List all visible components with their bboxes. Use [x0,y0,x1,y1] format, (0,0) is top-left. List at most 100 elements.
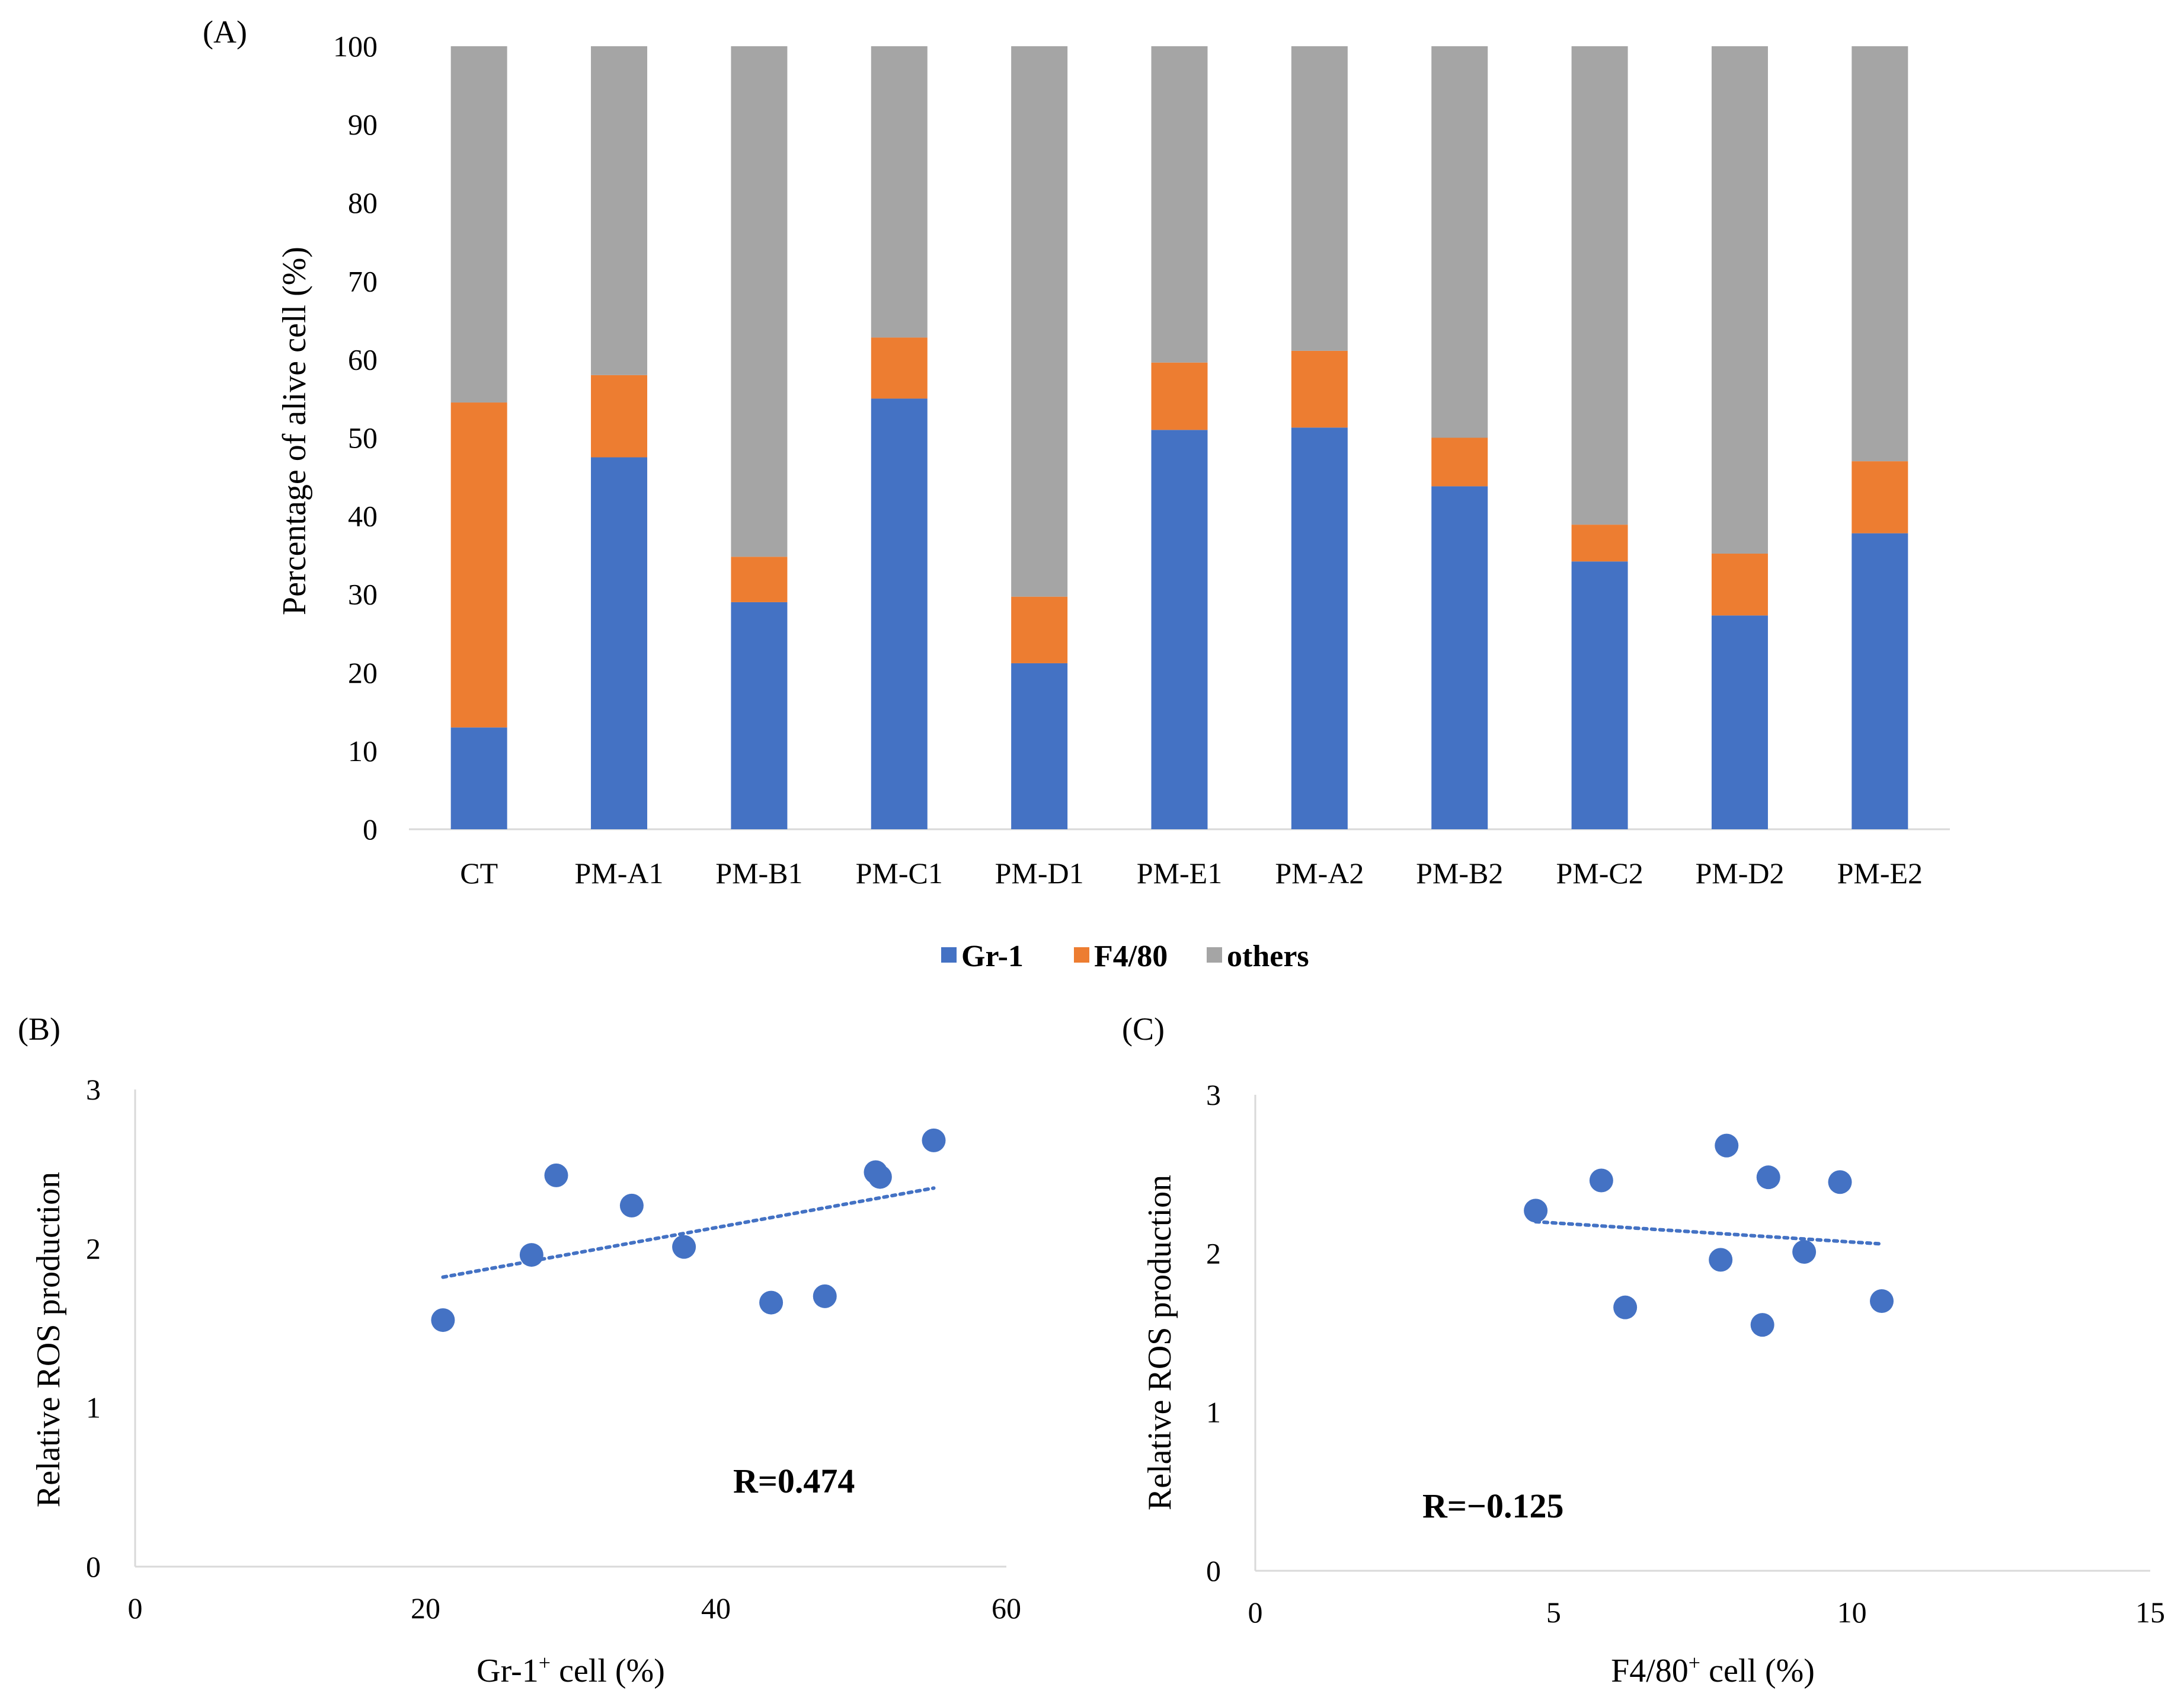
panel-a-y-tick-label: 20 [348,656,378,689]
panel-c-x-label-sup: + [1689,1651,1700,1675]
panel-b-scatter: (B) 0 1 2 3 0 20 40 60 R=0.474 Relative ROS pro… [18,1011,1021,1689]
bar-segment-gr-1-pm-a1 [591,457,648,829]
panel-a-y-tick-label: 80 [348,186,378,219]
bar-segment-f4-80-pm-e2 [1852,461,1908,533]
panel-a-bars [450,46,1908,829]
panel-b-x-tick-label: 60 [992,1592,1021,1625]
panel-b-x-tick-label: 20 [411,1592,440,1625]
bar-segment-f4-80-pm-a2 [1291,350,1348,428]
panel-c-x-tick-label: 5 [1546,1596,1561,1629]
panel-a-category-label: PM-A1 [575,857,664,890]
panel-a-category-label: PM-A2 [1275,857,1364,890]
panel-a-category-labels: CT PM-A1 PM-B1 PM-C1 PM-D1 PM-E1 PM-A2 PM-B2 PM-… [460,857,1923,890]
panel-a-category-label: PM-D2 [1695,857,1784,890]
panel-b-y-tick-label: 2 [86,1232,101,1265]
panel-b-points [431,1128,946,1332]
panel-b-x-axis-title: Gr-1+ cell (%) [477,1651,665,1689]
panel-a-legend: Gr-1 F4/80 others [941,940,1309,973]
panel-a-y-tick-label: 70 [348,264,378,298]
bar-segment-gr-1-pm-b2 [1431,486,1488,829]
panel-b-y-tick-label: 1 [86,1391,101,1424]
panel-a-y-tick-label: 40 [348,500,378,533]
legend-label: F4/80 [1094,940,1168,973]
bar-segment-gr-1-pm-c2 [1571,561,1628,829]
panel-c-y-tick-label: 0 [1206,1554,1221,1587]
panel-c-point [1792,1239,1817,1264]
bar-segment-others-pm-b2 [1431,46,1488,438]
panel-a-y-tick-label: 60 [348,343,378,376]
legend-swatch-others [1207,947,1222,963]
panel-c-y-tick-label: 1 [1206,1395,1221,1429]
panel-a-category-label: PM-B2 [1416,857,1503,890]
bar-segment-gr-1-ct [450,727,507,829]
bar-segment-f4-80-pm-c1 [871,337,928,399]
bar-segment-others-pm-d2 [1711,46,1768,554]
bar-segment-f4-80-pm-a1 [591,375,648,458]
panel-c-r-value: R=−0.125 [1422,1487,1564,1525]
panel-a-bar-chart: (A) 0 10 20 30 40 50 60 70 80 90 100 CT PM-A1 PM-B1 P… [203,14,1950,973]
bar-segment-others-ct [450,46,507,403]
panel-a-label: (A) [203,14,247,50]
panel-c-x-tick-label: 10 [1837,1596,1867,1629]
panel-c-label: (C) [1122,1011,1165,1047]
panel-a-category-label: PM-E2 [1837,857,1923,890]
panel-a-y-axis-title: Percentage of alive cell (%) [276,247,313,615]
panel-b-x-tick-label: 0 [128,1592,143,1625]
panel-c-x-label-rest: cell (%) [1700,1653,1815,1689]
bar-segment-others-pm-d1 [1011,46,1068,597]
legend-swatch-f4-80 [1074,947,1089,963]
bar-segment-f4-80-pm-b1 [731,557,788,602]
panel-b-trendline [441,1186,936,1279]
panel-a-category-label: PM-C1 [856,857,943,890]
panel-b-point [544,1163,568,1187]
panel-b-point [672,1235,696,1259]
bar-segment-others-pm-a1 [591,46,648,375]
panel-b-point [813,1284,837,1308]
bar-segment-f4-80-pm-c2 [1571,525,1628,562]
panel-c-x-axis-title: F4/80+ cell (%) [1611,1651,1815,1689]
panel-a-category-label: PM-B1 [715,857,802,890]
bar-segment-others-pm-a2 [1291,46,1348,351]
bar-segment-others-pm-b1 [731,46,788,557]
panel-c-scatter: (C) 0 1 2 3 0 5 10 15 R=−0.125 Relative ROS pro… [1122,1011,2165,1689]
panel-a-y-ticks: 0 10 20 30 40 50 60 70 80 90 100 [333,30,378,846]
panel-b-point [759,1290,784,1315]
bar-segment-f4-80-ct [450,402,507,728]
panel-c-y-axis-title: Relative ROS production [1141,1175,1178,1510]
panel-c-point [1828,1170,1852,1194]
bar-segment-others-pm-c2 [1571,46,1628,525]
panel-b-x-tick-label: 40 [701,1592,731,1625]
panel-a-y-tick-label: 30 [348,578,378,611]
panel-c-point [1715,1133,1739,1158]
panel-c-point [1709,1248,1733,1272]
panel-b-x-label-main: Gr-1 [477,1653,539,1689]
panel-b-point [922,1128,946,1152]
panel-b-ticks: 0 1 2 3 0 20 40 60 [86,1073,1021,1625]
bar-segment-others-pm-e2 [1852,46,1908,462]
bar-segment-gr-1-pm-d2 [1711,615,1768,829]
bar-segment-gr-1-pm-c1 [871,398,928,829]
panel-c-x-tick-label: 15 [2135,1596,2165,1629]
panel-b-point [619,1193,644,1218]
bar-segment-gr-1-pm-a2 [1291,427,1348,829]
panel-b-x-label-sup: + [539,1651,551,1675]
panel-a-category-label: PM-D1 [995,857,1084,890]
bar-segment-gr-1-pm-b1 [731,602,788,829]
panel-c-points [1524,1133,1894,1337]
legend-label: Gr-1 [961,940,1024,973]
bar-segment-others-pm-e1 [1151,46,1208,363]
panel-b-x-label-rest: cell (%) [551,1653,665,1689]
panel-c-point [1750,1313,1774,1337]
bar-segment-gr-1-pm-e1 [1151,430,1208,829]
panel-a-category-label: PM-E1 [1137,857,1222,890]
panel-c-x-label-main: F4/80 [1611,1653,1689,1689]
panel-c-ticks: 0 1 2 3 0 5 10 15 [1206,1078,2165,1629]
panel-c-x-tick-label: 0 [1248,1596,1263,1629]
bar-segment-f4-80-pm-d1 [1011,596,1068,663]
panel-a-y-tick-label: 50 [348,421,378,455]
panel-b-point [868,1165,892,1189]
panel-a-y-tick-label: 10 [348,734,378,768]
panel-b-r-value: R=0.474 [733,1462,855,1500]
panel-c-point [1524,1199,1548,1223]
